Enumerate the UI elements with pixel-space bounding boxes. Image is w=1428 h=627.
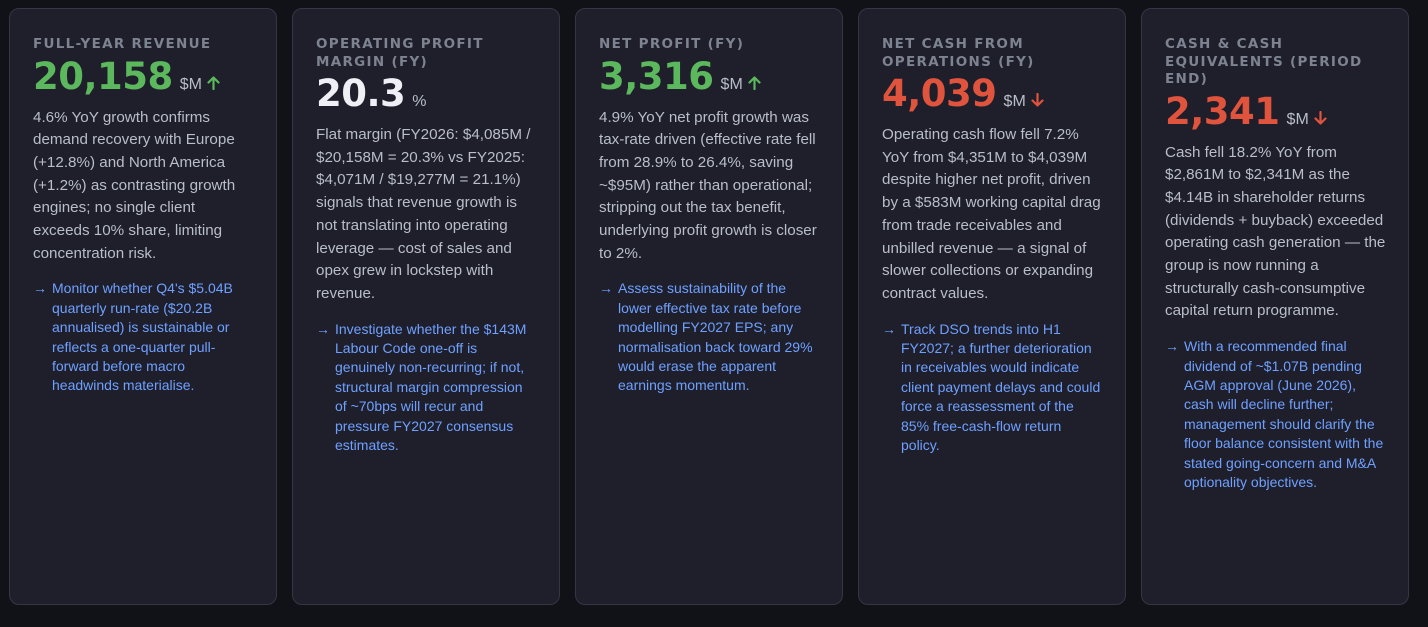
card-description: 4.6% YoY growth confirms demand recovery… — [33, 108, 236, 262]
metric-unit: $M — [1003, 93, 1026, 110]
action-text: Assess sustainability of the lower effec… — [618, 280, 813, 394]
action-note: → Track DSO trends into H1 FY2027; a fur… — [882, 320, 1103, 456]
action-text: Investigate whether the $143M Labour Cod… — [335, 320, 527, 454]
arrow-right-icon: → — [316, 320, 330, 337]
card-label: NET CASH FROM OPERATIONS (FY) — [882, 36, 1035, 70]
action-text: With a recommended final dividend of ~$1… — [1184, 338, 1384, 490]
action-note: → Monitor whether Q4's $5.04B quarterly … — [33, 279, 254, 395]
arrow-right-icon: → — [1165, 338, 1179, 355]
kpi-card-operating-cash-flow: NET CASH FROM OPERATIONS (FY) 4,039 $M O… — [858, 8, 1126, 605]
card-description: Cash fell 18.2% YoY from $2,861M to $2,3… — [1165, 143, 1386, 320]
trend-arrow-icon — [748, 75, 761, 90]
metric-row: 20,158 $M — [33, 55, 254, 101]
metric-value: 20.3 — [316, 72, 406, 115]
card-description: 4.9% YoY net profit growth was tax-rate … — [599, 108, 817, 262]
kpi-card-operating-margin: OPERATING PROFIT MARGIN (FY) 20.3 % Flat… — [292, 8, 560, 605]
action-note: → With a recommended final dividend of ~… — [1165, 337, 1386, 492]
metric-value: 20,158 — [33, 54, 173, 98]
metric-unit: $M — [720, 75, 743, 93]
card-description: Operating cash flow fell 7.2% YoY from $… — [882, 126, 1101, 302]
metric-value: 2,341 — [1165, 89, 1280, 133]
card-label: NET PROFIT (FY) — [599, 36, 745, 52]
card-label: FULL-YEAR REVENUE — [33, 36, 212, 52]
trend-arrow-icon — [1314, 110, 1327, 125]
metric-value: 4,039 — [882, 72, 997, 115]
metric-value: 3,316 — [599, 54, 714, 98]
kpi-card-revenue: FULL-YEAR REVENUE 20,158 $M 4.6% YoY gro… — [9, 8, 277, 605]
action-note: → Investigate whether the $143M Labour C… — [316, 320, 537, 456]
card-label: CASH & CASH EQUIVALENTS (PERIOD END) — [1165, 36, 1363, 87]
metric-unit: $M — [1286, 110, 1309, 128]
metric-row: 20.3 % — [316, 72, 537, 118]
kpi-card-row: FULL-YEAR REVENUE 20,158 $M 4.6% YoY gro… — [9, 8, 1409, 605]
metric-row: 4,039 $M — [882, 72, 1103, 118]
metric-unit: $M — [179, 75, 203, 93]
kpi-card-net-profit: NET PROFIT (FY) 3,316 $M 4.9% YoY net pr… — [575, 8, 843, 605]
metric-unit: % — [412, 93, 427, 110]
trend-arrow-icon — [1031, 92, 1044, 107]
arrow-right-icon: → — [33, 280, 47, 297]
card-description: Flat margin (FY2026: $4,085M / $20,158M … — [316, 126, 531, 302]
arrow-right-icon: → — [599, 280, 613, 297]
metric-row: 3,316 $M — [599, 55, 820, 101]
metric-row: 2,341 $M — [1165, 90, 1386, 136]
kpi-card-cash-equivalents: CASH & CASH EQUIVALENTS (PERIOD END) 2,3… — [1141, 8, 1409, 605]
arrow-right-icon: → — [882, 320, 896, 337]
action-text: Track DSO trends into H1 FY2027; a furth… — [901, 320, 1101, 454]
action-note: → Assess sustainability of the lower eff… — [599, 279, 820, 395]
card-label: OPERATING PROFIT MARGIN (FY) — [316, 36, 484, 70]
trend-arrow-icon — [207, 75, 220, 90]
action-text: Monitor whether Q4's $5.04B quarterly ru… — [52, 280, 233, 394]
